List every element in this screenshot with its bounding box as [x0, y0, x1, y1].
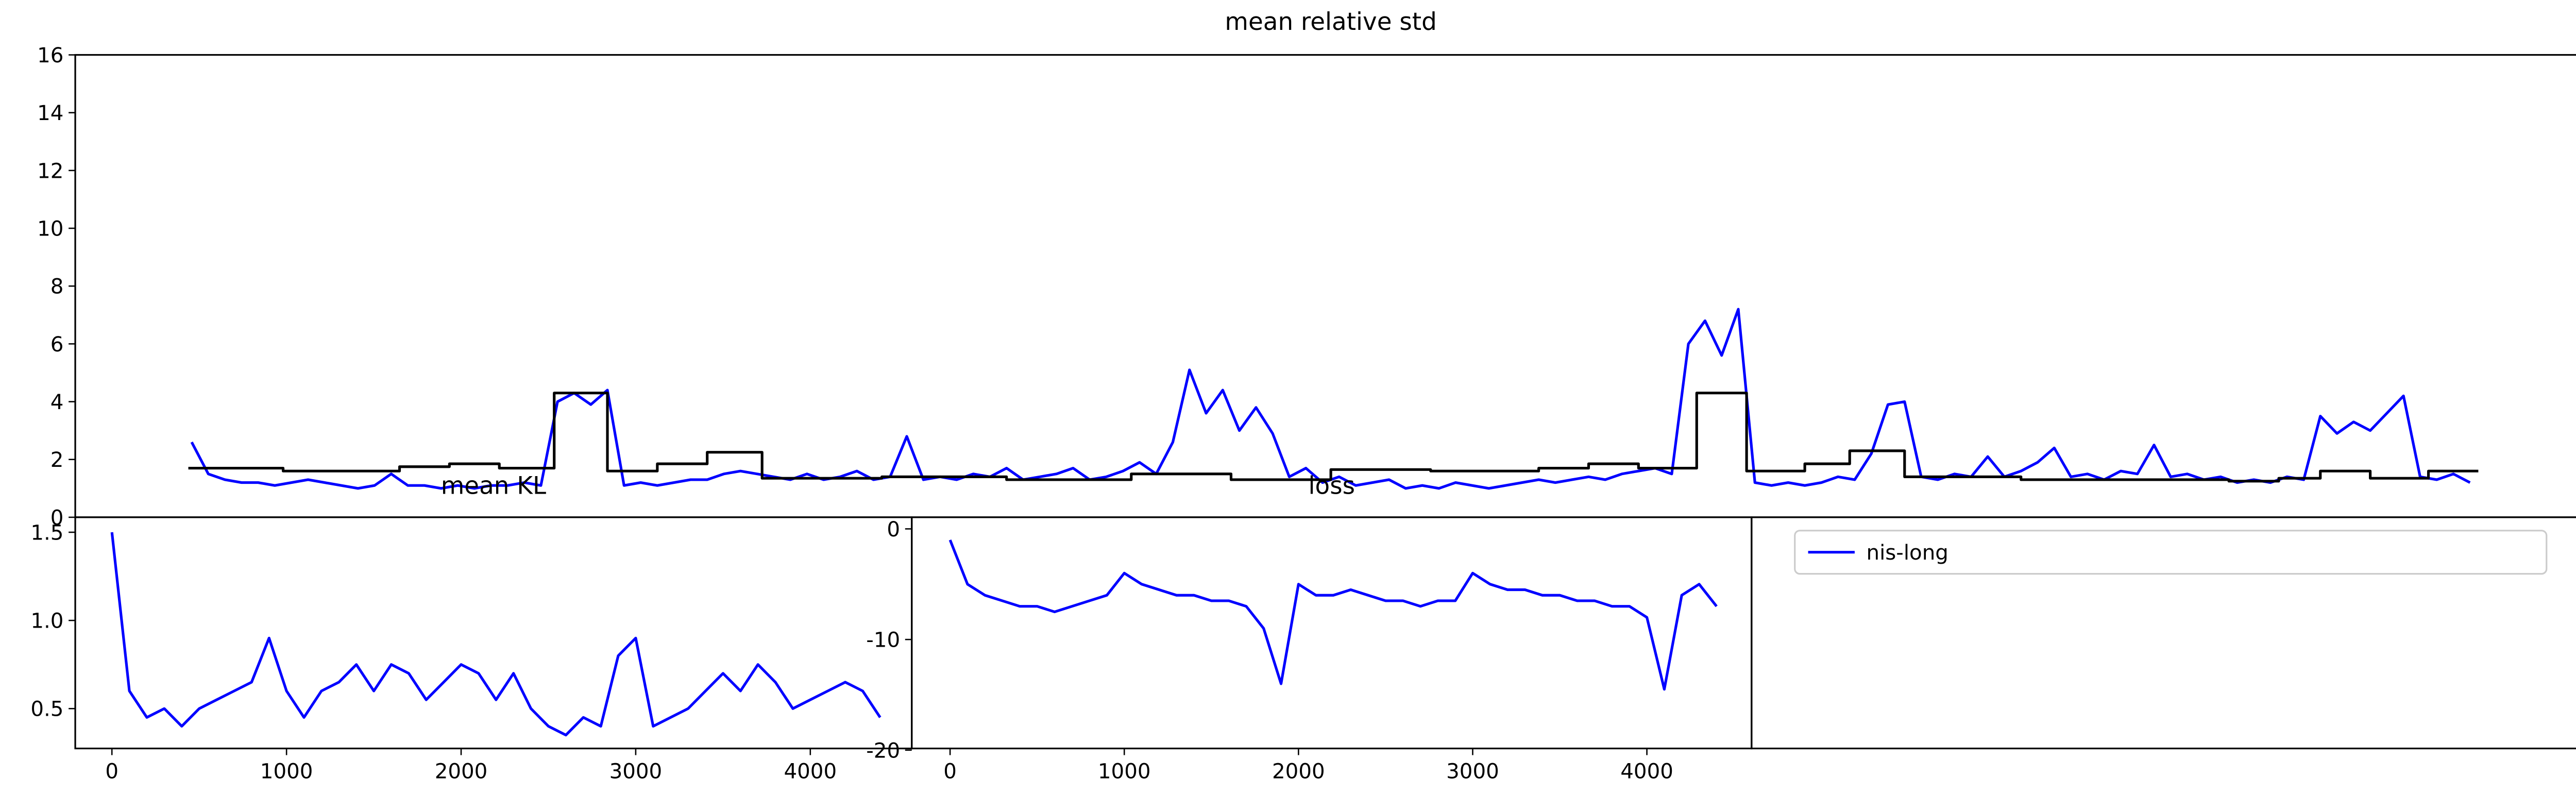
- data-line: [948, 539, 1718, 691]
- x-tick-label: 4000: [1620, 760, 1673, 784]
- data-line: [188, 392, 2479, 483]
- y-tick-label: 0.5: [30, 697, 63, 721]
- x-tick-label: 1000: [1098, 760, 1151, 784]
- x-tick-label: 1000: [260, 760, 313, 784]
- y-tick-label: 1.5: [30, 521, 63, 545]
- x-tick-label: 3000: [1446, 760, 1499, 784]
- chart-title: mean relative std: [1225, 8, 1436, 36]
- x-tick-label: 2000: [435, 760, 488, 784]
- chart-title: mean KL: [441, 472, 546, 500]
- x-tick-label: 2000: [1272, 760, 1325, 784]
- y-tick-label: 1.0: [30, 609, 63, 633]
- y-tick-label: 10: [37, 217, 63, 241]
- legend-label: nis-long: [1867, 541, 1948, 565]
- x-tick-label: 4000: [784, 760, 837, 784]
- y-tick-label: 14: [37, 101, 63, 125]
- chart-title: loss: [1309, 472, 1355, 500]
- x-tick-label: 0: [943, 760, 957, 784]
- y-tick-label: 0: [50, 505, 64, 530]
- x-tick-label: 3000: [609, 760, 663, 784]
- legend-box: [1794, 530, 2548, 575]
- y-tick-label: 4: [50, 390, 64, 414]
- axes-frame: [74, 516, 913, 750]
- y-tick-label: 12: [37, 159, 63, 183]
- data-line: [110, 532, 882, 737]
- axes-frame: [911, 516, 1753, 750]
- y-tick-label: 2: [50, 448, 64, 472]
- y-tick-label: 6: [50, 332, 64, 357]
- y-tick-label: 16: [37, 43, 63, 68]
- axes-frame: [74, 54, 2576, 518]
- y-tick-label: -20: [866, 738, 900, 763]
- y-tick-label: 8: [50, 275, 64, 299]
- y-tick-label: 0: [887, 517, 900, 542]
- data-line: [190, 308, 2471, 490]
- x-tick-label: 0: [105, 760, 118, 784]
- y-tick-label: -10: [866, 628, 900, 652]
